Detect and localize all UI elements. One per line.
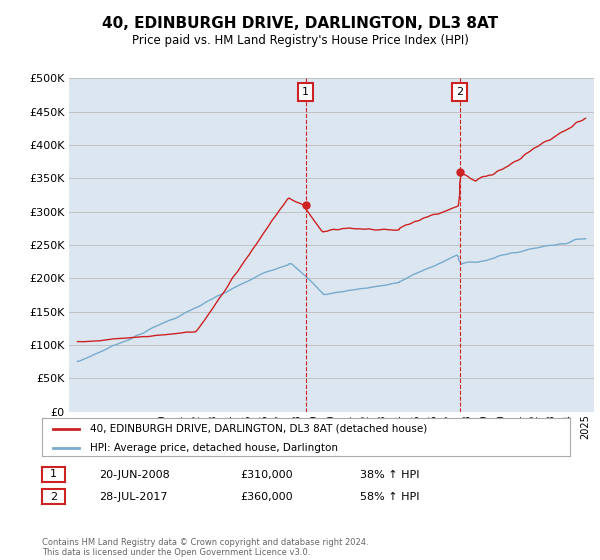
Text: 38% ↑ HPI: 38% ↑ HPI [360, 470, 419, 480]
Text: HPI: Average price, detached house, Darlington: HPI: Average price, detached house, Darl… [89, 443, 338, 453]
Text: £360,000: £360,000 [240, 492, 293, 502]
Text: 40, EDINBURGH DRIVE, DARLINGTON, DL3 8AT: 40, EDINBURGH DRIVE, DARLINGTON, DL3 8AT [102, 16, 498, 31]
Text: Price paid vs. HM Land Registry's House Price Index (HPI): Price paid vs. HM Land Registry's House … [131, 34, 469, 46]
Text: Contains HM Land Registry data © Crown copyright and database right 2024.
This d: Contains HM Land Registry data © Crown c… [42, 538, 368, 557]
Text: 28-JUL-2017: 28-JUL-2017 [99, 492, 167, 502]
Text: 20-JUN-2008: 20-JUN-2008 [99, 470, 170, 480]
Text: 2: 2 [50, 492, 57, 502]
Text: 1: 1 [50, 469, 57, 479]
Text: 1: 1 [302, 87, 309, 97]
Text: 2: 2 [456, 87, 463, 97]
Text: 58% ↑ HPI: 58% ↑ HPI [360, 492, 419, 502]
Text: £310,000: £310,000 [240, 470, 293, 480]
Text: 40, EDINBURGH DRIVE, DARLINGTON, DL3 8AT (detached house): 40, EDINBURGH DRIVE, DARLINGTON, DL3 8AT… [89, 424, 427, 434]
